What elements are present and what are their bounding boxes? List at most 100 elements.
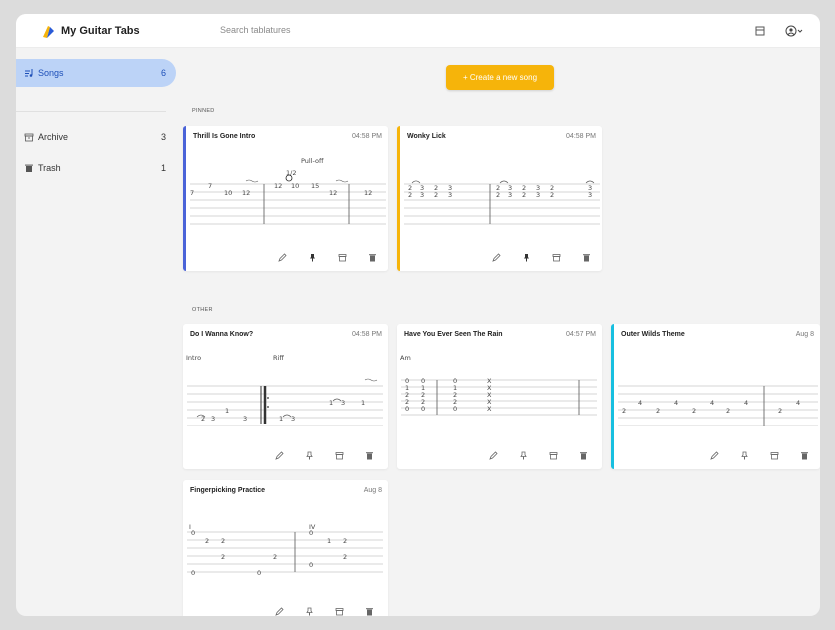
tab-number: 12 <box>364 189 372 197</box>
tab-number: X <box>487 384 492 392</box>
pencil-icon[interactable] <box>273 449 285 461</box>
tab-number: 2 <box>201 415 205 423</box>
song-title: Outer Wilds Theme <box>621 331 685 338</box>
archive-icon[interactable] <box>547 449 559 461</box>
pencil-icon[interactable] <box>273 605 285 616</box>
archive-icon[interactable] <box>768 449 780 461</box>
tab-number: X <box>487 405 492 413</box>
sidebar-item-count: 6 <box>160 68 166 78</box>
music-note-icon <box>25 69 33 77</box>
sidebar-item-archive[interactable]: Archive 3 <box>16 123 176 151</box>
song-title: Do I Wanna Know? <box>190 331 254 338</box>
tab-number: 3 <box>588 191 592 199</box>
song-card[interactable]: Outer Wilds Theme Aug 8 2 4 2 4 2 4 2 4 … <box>611 324 820 469</box>
pin-icon[interactable] <box>303 605 315 616</box>
card-actions <box>183 449 388 461</box>
song-card[interactable]: Fingerpicking Practice Aug 8 I IV 0 2 2 … <box>183 480 388 616</box>
sidebar-item-trash[interactable]: Trash 1 <box>16 154 176 182</box>
tab-number: 1 <box>279 415 283 423</box>
trash-icon[interactable] <box>577 449 589 461</box>
tab-number: 2 <box>421 398 425 406</box>
top-bar: My Guitar Tabs Search tablatures <box>16 14 820 48</box>
pin-icon[interactable] <box>517 449 529 461</box>
annotation-text: IV <box>309 523 316 531</box>
tab-number: 1 <box>327 537 331 545</box>
pin-icon[interactable] <box>520 251 532 263</box>
tab-number: 3 <box>448 191 452 199</box>
tab-number: 2 <box>221 537 225 545</box>
annotation-text: I <box>189 523 191 531</box>
archive-icon[interactable] <box>336 251 348 263</box>
card-actions <box>186 251 388 263</box>
tab-number: 1 <box>225 407 229 415</box>
view-toggle-icon[interactable] <box>753 24 767 38</box>
trash-icon[interactable] <box>580 251 592 263</box>
pencil-icon[interactable] <box>276 251 288 263</box>
tab-number: 1 <box>329 399 333 407</box>
tab-number: 3 <box>508 191 512 199</box>
tab-number: 12 <box>274 182 282 190</box>
pencil-icon[interactable] <box>708 449 720 461</box>
tab-number: 2 <box>205 537 209 545</box>
tab-preview: Intro Riff 2 3 1 3 1 3 1 3 1 <box>186 354 383 426</box>
song-card[interactable]: Wonky Lick 04:58 PM 2 2 3 3 2 2 3 3 2 2 … <box>397 126 602 271</box>
annotation-text: Intro <box>186 354 201 362</box>
pin-icon[interactable] <box>303 449 315 461</box>
sidebar-item-songs[interactable]: Songs 6 <box>16 59 176 87</box>
tab-number: 3 <box>291 415 295 423</box>
tab-number: X <box>487 398 492 406</box>
tab-number: 3 <box>448 184 452 192</box>
tab-number: 2 <box>221 553 225 561</box>
tab-number: 2 <box>421 391 425 399</box>
archive-icon[interactable] <box>333 449 345 461</box>
trash-icon[interactable] <box>366 251 378 263</box>
tab-number: 3 <box>536 184 540 192</box>
pin-icon[interactable] <box>306 251 318 263</box>
tab-number: 3 <box>420 191 424 199</box>
tab-number: 2 <box>692 407 696 415</box>
annotation-text: Riff <box>273 354 284 362</box>
trash-icon[interactable] <box>363 449 375 461</box>
card-actions <box>183 605 388 616</box>
pencil-icon[interactable] <box>487 449 499 461</box>
song-card[interactable]: Have You Ever Seen The Rain 04:57 PM Am … <box>397 324 602 469</box>
tab-number: 2 <box>434 191 438 199</box>
tab-number: 10 <box>224 189 232 197</box>
tab-number: 4 <box>638 399 642 407</box>
tab-number: 2 <box>522 184 526 192</box>
archive-icon[interactable] <box>333 605 345 616</box>
pin-icon[interactable] <box>738 449 750 461</box>
song-card[interactable]: Do I Wanna Know? 04:58 PM Intro Riff 2 3… <box>183 324 388 469</box>
tab-number: 2 <box>343 553 347 561</box>
song-card[interactable]: Thrill Is Gone Intro 04:58 PM Pull-off 1… <box>183 126 388 271</box>
brand[interactable]: My Guitar Tabs <box>40 22 140 40</box>
tab-number: 2 <box>522 191 526 199</box>
tab-number: 0 <box>309 529 313 537</box>
tab-number: 0 <box>421 377 425 385</box>
tab-preview: Am 0 1 2 2 0 0 1 2 2 0 0 1 2 2 0 X X X X… <box>400 354 597 416</box>
annotation-text: Pull-off <box>301 157 324 165</box>
tab-number: 2 <box>405 391 409 399</box>
sidebar-item-count: 1 <box>160 163 166 173</box>
tab-number: 0 <box>453 377 457 385</box>
tab-number: 2 <box>550 191 554 199</box>
tab-number: 3 <box>243 415 247 423</box>
tab-number: 3 <box>536 191 540 199</box>
pencil-icon[interactable] <box>490 251 502 263</box>
tab-number: X <box>487 377 492 385</box>
tab-number: 2 <box>496 191 500 199</box>
song-time: Aug 8 <box>363 487 382 494</box>
card-actions <box>400 251 602 263</box>
archive-icon[interactable] <box>550 251 562 263</box>
tab-number: 0 <box>191 569 195 577</box>
trash-icon[interactable] <box>363 605 375 616</box>
tab-number: 10 <box>291 182 299 190</box>
tab-number: 0 <box>191 529 195 537</box>
account-menu-icon[interactable] <box>784 24 806 38</box>
song-time: 04:58 PM <box>566 133 596 140</box>
trash-icon[interactable] <box>798 449 810 461</box>
search-input[interactable]: Search tablatures <box>220 25 291 35</box>
tab-number: 1 <box>453 384 457 392</box>
song-title: Fingerpicking Practice <box>190 487 266 494</box>
create-song-button[interactable]: + Create a new song <box>446 65 554 90</box>
